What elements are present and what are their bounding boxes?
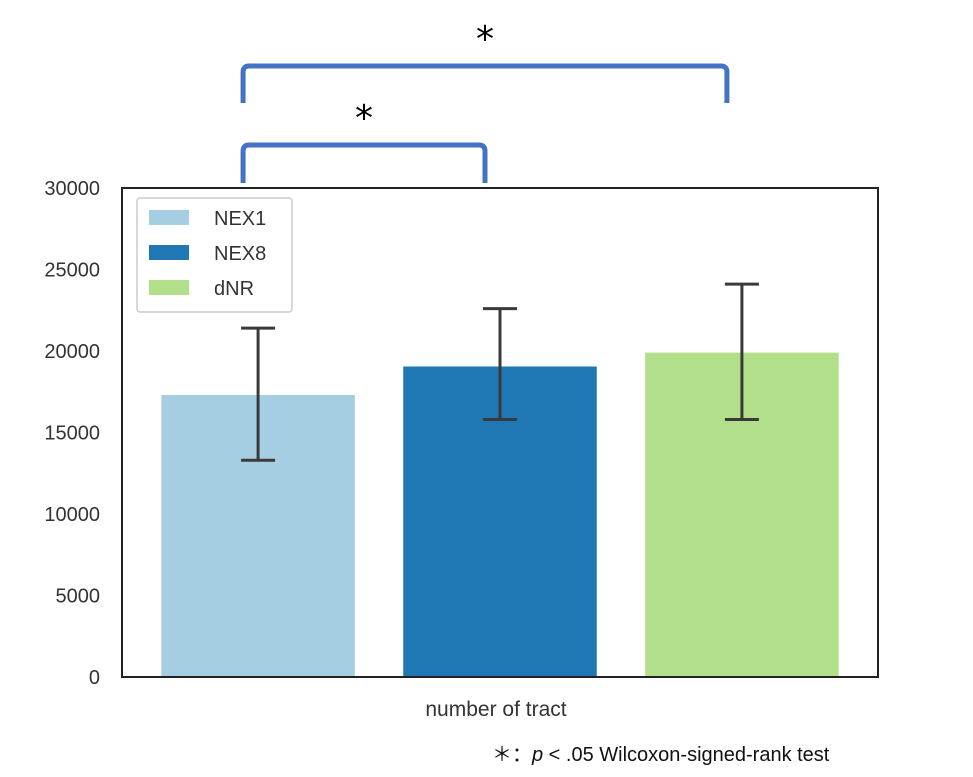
legend: NEX1 NEX8 dNR <box>136 197 293 313</box>
significance-star: * <box>355 98 373 139</box>
significance-brackets: ** <box>240 19 730 183</box>
y-tick-label: 10000 <box>44 504 100 526</box>
legend-label-nex8: NEX8 <box>214 243 266 265</box>
error-bar-nex8 <box>483 307 517 421</box>
y-axis-ticks: 0 5000 10000 15000 20000 25000 30000 <box>44 178 100 689</box>
plot-frame <box>121 187 879 678</box>
error-bars-group <box>241 282 759 462</box>
significance-bracket <box>240 63 730 103</box>
legend-label-dnr: dNR <box>214 278 254 300</box>
footnote: ＊：p < .05 Wilcoxon-signed-rank test <box>492 738 829 767</box>
significance-star: * <box>476 19 494 60</box>
legend-swatch-dnr <box>149 280 189 295</box>
error-bar-nex1 <box>241 326 276 462</box>
footnote-marker: ＊： <box>492 744 532 766</box>
y-tick-label: 20000 <box>44 341 100 363</box>
y-tick-label: 25000 <box>44 260 100 282</box>
y-tick-label: 5000 <box>56 586 101 608</box>
y-tick-label: 0 <box>89 667 100 689</box>
footnote-p-symbol: p <box>532 744 544 766</box>
legend-swatch-nex1 <box>149 210 189 225</box>
y-tick-label: 15000 <box>44 423 100 445</box>
legend-label-nex1: NEX1 <box>214 208 266 230</box>
significance-bracket <box>240 142 488 183</box>
x-axis-label: number of tract <box>425 698 566 721</box>
legend-swatch-nex8 <box>149 245 189 260</box>
y-tick-label: 30000 <box>44 178 100 200</box>
error-bar-dnr <box>724 282 759 421</box>
footnote-text: < .05 Wilcoxon-signed-rank test <box>543 744 830 766</box>
